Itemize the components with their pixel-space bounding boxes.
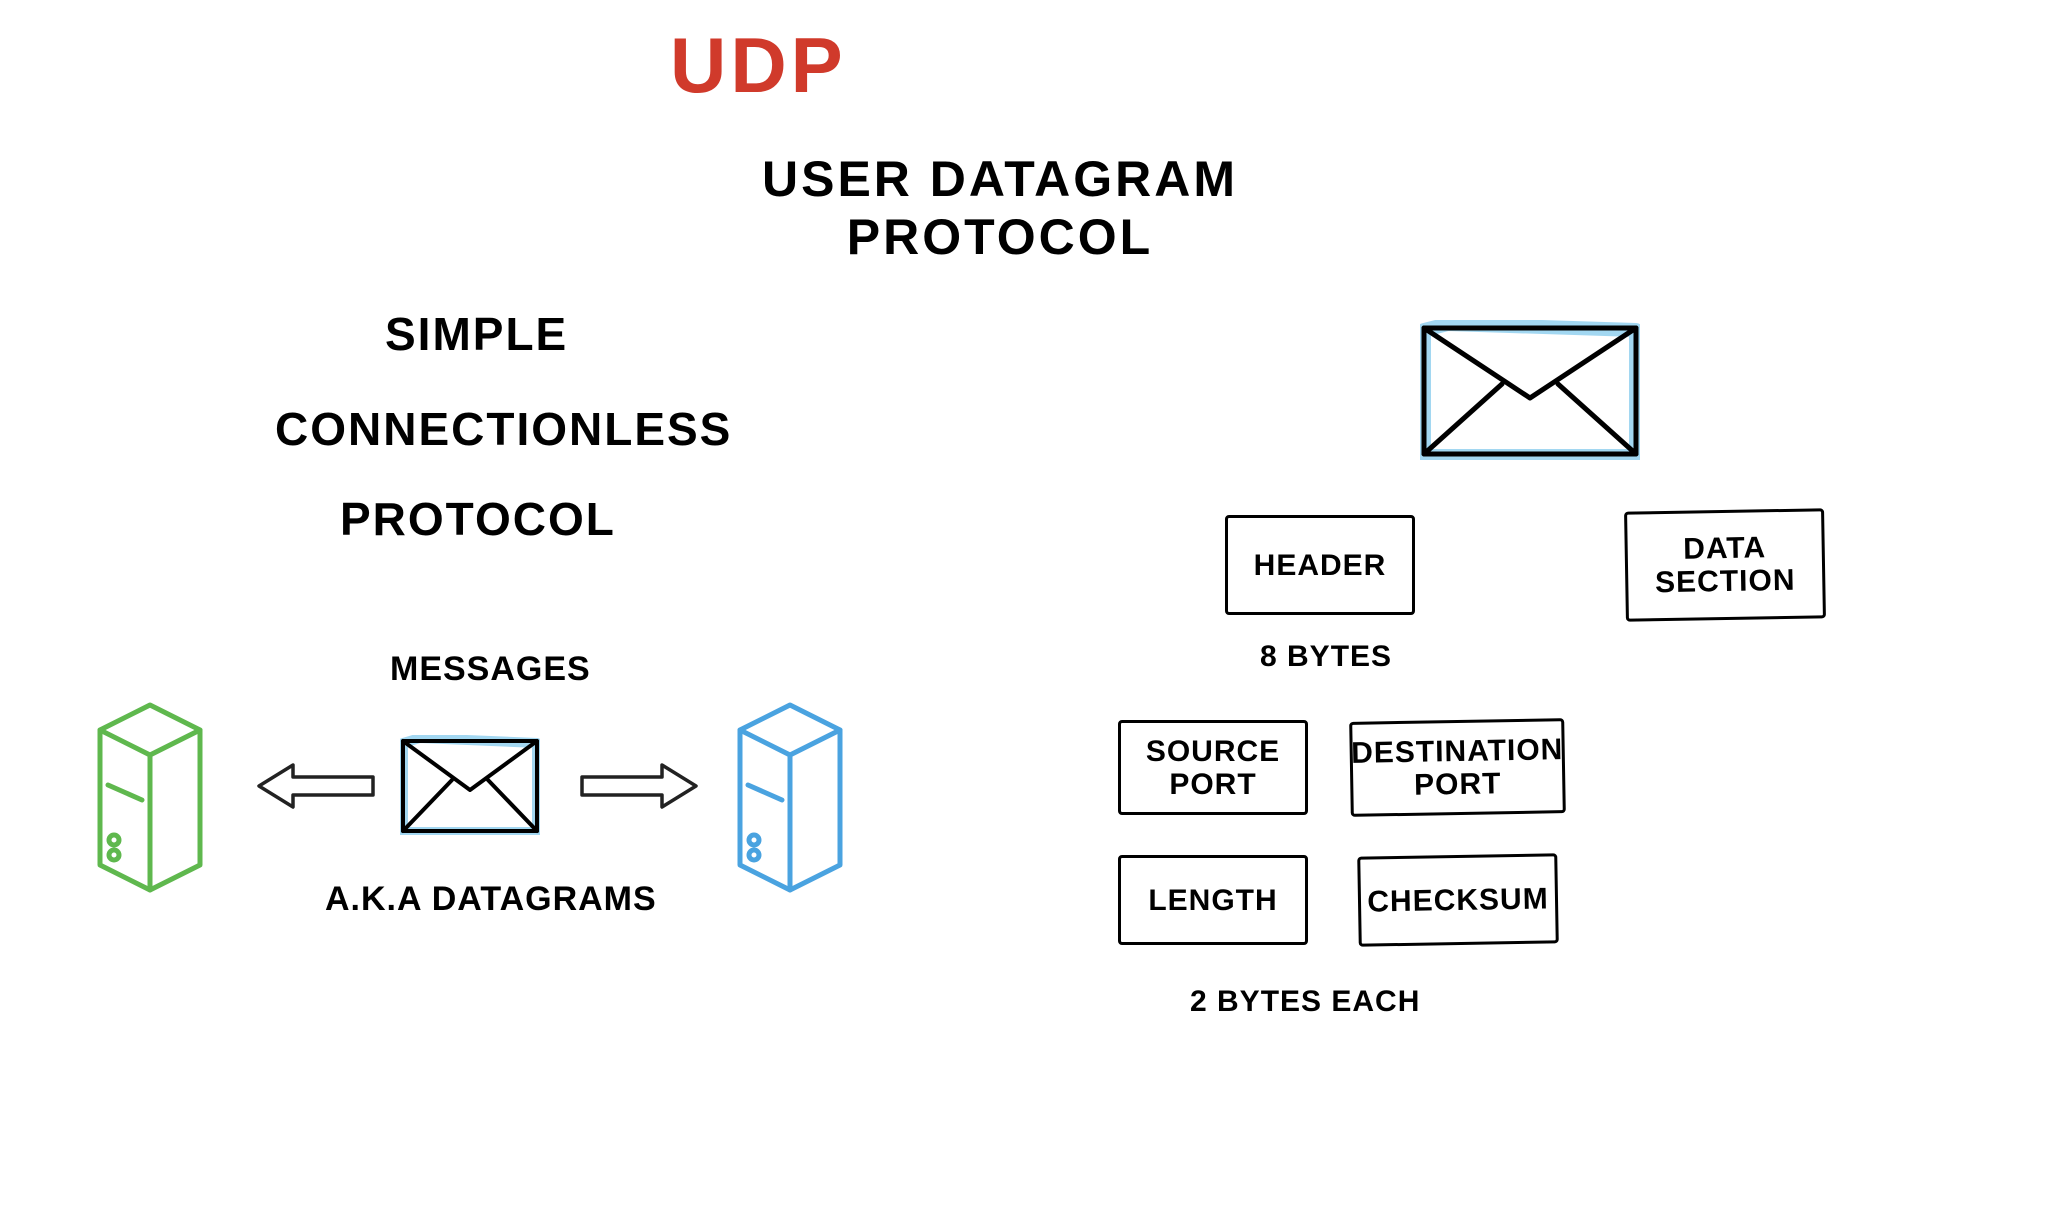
server-left-icon	[80, 690, 220, 910]
data-section-box: DATA SECTION	[1624, 508, 1826, 621]
bullet-connectionless: CONNECTIONLESS	[275, 405, 732, 453]
bullet-simple: SIMPLE	[385, 310, 568, 358]
field-source-port-box: SOURCE PORT	[1118, 720, 1308, 815]
header-bytes-caption: 8 BYTES	[1260, 640, 1392, 674]
arrow-right-icon	[580, 763, 700, 809]
fields-caption: 2 BYTES EACH	[1190, 985, 1420, 1019]
datagrams-label: A.K.A DATAGRAMS	[325, 880, 657, 919]
diagram-canvas: UDP USER DATAGRAM PROTOCOL SIMPLE CONNEC…	[0, 0, 2048, 1221]
field-destination-port-box: DESTINATION PORT	[1349, 718, 1566, 817]
field-checksum-box: CHECKSUM	[1357, 853, 1559, 946]
field-length-box: LENGTH	[1118, 855, 1308, 945]
header-box: HEADER	[1225, 515, 1415, 615]
title-main: UDP	[670, 20, 790, 111]
title-sub: USER DATAGRAM PROTOCOL	[620, 150, 1380, 266]
bullet-protocol: PROTOCOL	[340, 495, 616, 543]
arrow-left-icon	[255, 763, 375, 809]
envelope-small-icon	[400, 735, 540, 835]
messages-label: MESSAGES	[390, 650, 591, 689]
server-right-icon	[720, 690, 860, 910]
envelope-big-icon	[1420, 320, 1640, 460]
